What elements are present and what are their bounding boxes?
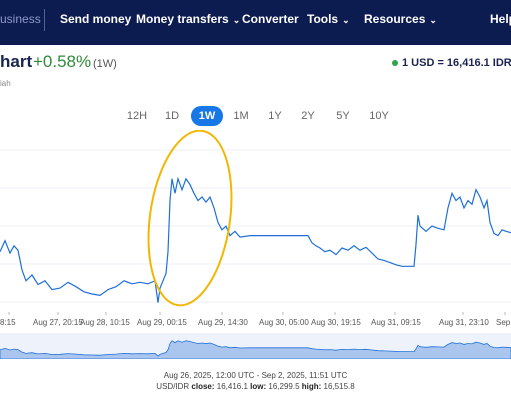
high-label: high:: [301, 382, 322, 391]
range-navigator[interactable]: [0, 333, 511, 359]
nav-converter-label: Converter: [242, 12, 299, 26]
ohlc-summary: USD/IDR close: 16,416.1 low: 16,299.5 hi…: [0, 382, 511, 391]
low-value: 16,299.5: [268, 382, 300, 391]
chart-title: hart: [0, 52, 33, 71]
close-label: close:: [191, 382, 215, 391]
currency-subtitle: iah: [0, 79, 11, 88]
nav-money-transfers[interactable]: Money transfers ⌄: [136, 12, 240, 26]
nav-send-money-label: Send money: [60, 12, 132, 26]
current-rate-text: 1 USD = 16,416.1 IDR: [402, 57, 511, 69]
nav-separator: [44, 9, 45, 31]
chevron-down-icon: ⌄: [232, 15, 241, 25]
close-value: 16,416.1: [216, 382, 248, 391]
high-value: 16,515.8: [323, 382, 355, 391]
chart-header: hart +0.58% (1W) 1 USD = 16,416.1 IDRS: [0, 52, 511, 76]
tab-2y[interactable]: 2Y: [301, 110, 315, 122]
change-period: (1W): [93, 58, 117, 70]
date-range-text: Aug 26, 2025, 12:00 UTC - Sep 2, 2025, 1…: [163, 371, 348, 380]
x-tick-label: Sep 1: [496, 318, 511, 327]
live-status-dot: [392, 60, 398, 67]
series-line: [0, 176, 511, 303]
chevron-down-icon: ⌄: [342, 15, 350, 25]
x-tick-label: Aug 29, 00:15: [137, 318, 187, 327]
x-tick-label: 8:15: [0, 318, 16, 327]
tab-1m[interactable]: 1M: [233, 110, 249, 122]
nav-tools-label: Tools: [307, 12, 339, 26]
chart-gridlines: [0, 149, 511, 303]
x-tick-label: Aug 30, 19:15: [311, 318, 361, 327]
low-label: low:: [250, 382, 267, 391]
tab-1w[interactable]: 1W: [191, 106, 223, 126]
nav-converter[interactable]: Converter: [242, 12, 299, 26]
time-range-tabs: 12H 1D 1W 1M 1Y 2Y 5Y 10Y: [0, 106, 511, 128]
highlight-annotation: [147, 130, 233, 307]
x-tick-label: Aug 27, 20:15: [33, 318, 83, 327]
x-axis-ticks: [8, 312, 506, 315]
exchange-rate-chart[interactable]: [0, 130, 511, 315]
tab-12h[interactable]: 12H: [126, 110, 148, 122]
nav-send-money[interactable]: Send money: [60, 12, 131, 26]
x-tick-label: Aug 31, 23:10: [439, 318, 489, 327]
navigator-area: [0, 340, 511, 359]
chevron-down-icon: ⌄: [429, 15, 437, 25]
nav-business-partial[interactable]: usiness: [0, 12, 41, 26]
nav-help-label: Help: [490, 12, 511, 26]
percent-change: +0.58%: [33, 52, 92, 71]
tab-5y[interactable]: 5Y: [336, 110, 350, 122]
top-navigation-bar: usiness Send money Money transfers ⌄ Conv…: [0, 0, 511, 45]
x-tick-label: Aug 31, 09:15: [371, 318, 421, 327]
x-tick-label: Aug 28, 10:15: [80, 318, 130, 327]
tab-1d[interactable]: 1D: [164, 110, 180, 122]
currency-pair: USD/IDR: [156, 382, 190, 391]
tab-10y[interactable]: 10Y: [369, 110, 389, 122]
nav-money-transfers-label: Money transfers: [136, 12, 229, 26]
x-tick-label: Aug 29, 14:30: [198, 318, 248, 327]
nav-resources-label: Resources: [364, 12, 426, 26]
nav-tools[interactable]: Tools ⌄: [307, 12, 350, 26]
tab-1y[interactable]: 1Y: [268, 110, 282, 122]
current-rate: 1 USD = 16,416.1 IDRS: [392, 57, 511, 69]
nav-help[interactable]: Help: [490, 12, 511, 26]
nav-resources[interactable]: Resources ⌄: [364, 12, 437, 26]
x-tick-label: Aug 30, 05:00: [259, 318, 309, 327]
